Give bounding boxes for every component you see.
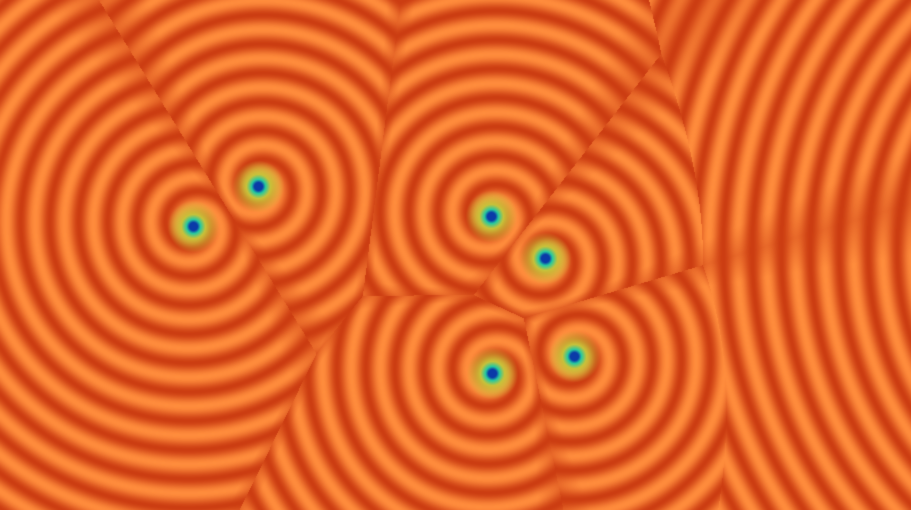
spiral-wave-canvas: [0, 0, 911, 510]
spiral-wave-image: [0, 0, 911, 510]
